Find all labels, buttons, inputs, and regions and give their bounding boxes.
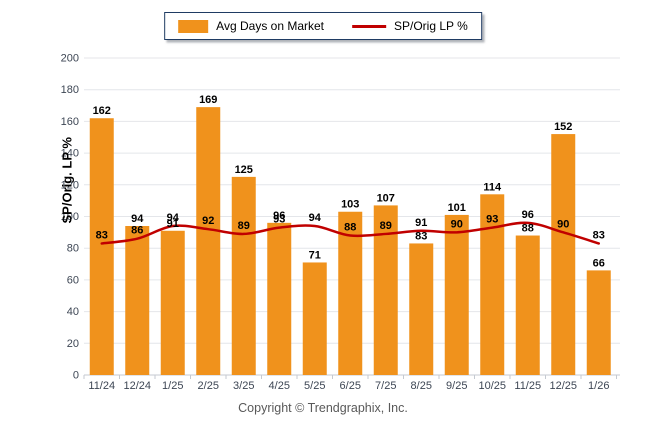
line-value-label: 88 (344, 222, 356, 234)
line-value-label: 94 (167, 212, 180, 224)
line-value-label: 93 (486, 214, 498, 226)
y-tick-label: 140 (61, 148, 79, 160)
bar-value-label: 83 (415, 230, 427, 242)
bar-value-label: 94 (131, 213, 144, 225)
bar-3-25 (231, 176, 256, 375)
bar-value-label: 91 (167, 218, 179, 230)
bar-value-label: 162 (93, 105, 111, 117)
y-tick-label: 120 (61, 179, 79, 191)
x-tick-label: 8/25 (411, 380, 432, 392)
bar-value-label: 101 (448, 202, 466, 214)
bar-2-25 (196, 107, 221, 375)
x-tick-label: 12/24 (123, 380, 151, 392)
bar-12-24 (125, 226, 150, 375)
bar-6-25 (338, 211, 363, 375)
line-value-label: 94 (309, 212, 322, 224)
y-tick-label: 180 (61, 84, 79, 96)
line-value-label: 90 (451, 218, 463, 230)
line-value-label: 86 (131, 225, 143, 237)
x-tick-label: 12/25 (549, 380, 577, 392)
y-axis-title: SP/Orig. LP % (59, 137, 75, 224)
bar-11-25 (515, 235, 540, 375)
chart-legend: Avg Days on Market SP/Orig LP % (164, 12, 482, 40)
line-value-label: 96 (522, 209, 534, 221)
bar-value-label: 66 (593, 257, 605, 269)
x-tick-label: 11/25 (514, 380, 541, 392)
bar-legend-swatch-icon (178, 19, 209, 33)
line-legend-label: SP/Orig LP % (394, 19, 468, 33)
line-value-label: 89 (238, 220, 250, 232)
bar-value-label: 107 (377, 192, 395, 204)
bar-1-26 (586, 270, 611, 375)
line-legend-swatch-icon (352, 24, 387, 28)
bar-9-25 (444, 214, 469, 375)
bar-11-24 (89, 118, 114, 375)
bar-12-25 (551, 134, 576, 375)
y-tick-label: 20 (67, 338, 79, 350)
x-tick-label: 5/25 (304, 380, 325, 392)
bar-10-25 (480, 194, 505, 375)
copyright-text: Copyright © Trendgraphix, Inc. (238, 401, 408, 415)
bar-5-25 (302, 262, 327, 375)
y-tick-label: 60 (67, 274, 79, 286)
x-tick-label: 2/25 (198, 380, 219, 392)
bar-value-label: 152 (554, 121, 572, 133)
bar-1-25 (160, 230, 185, 375)
bar-4-25 (267, 222, 292, 375)
bar-value-label: 125 (235, 164, 253, 176)
x-tick-label: 4/25 (269, 380, 290, 392)
x-tick-label: 7/25 (375, 380, 396, 392)
line-value-label: 89 (380, 220, 392, 232)
x-tick-label: 1/26 (588, 380, 609, 392)
bar-value-label: 88 (522, 223, 534, 235)
y-tick-label: 160 (61, 116, 79, 128)
y-tick-label: 0 (73, 370, 79, 382)
x-tick-label: 6/25 (340, 380, 361, 392)
y-tick-label: 40 (67, 306, 79, 318)
x-tick-label: 9/25 (446, 380, 467, 392)
bar-value-label: 71 (309, 249, 321, 261)
y-tick-label: 80 (67, 243, 79, 255)
bar-value-label: 96 (273, 210, 285, 222)
line-value-label: 83 (96, 229, 108, 241)
y-tick-label: 200 (61, 53, 79, 65)
bar-value-label: 169 (199, 94, 217, 106)
line-value-label: 93 (273, 214, 285, 226)
x-tick-label: 11/24 (88, 380, 115, 392)
line-value-label: 91 (415, 217, 427, 229)
line-value-label: 90 (557, 218, 569, 230)
x-tick-label: 1/25 (162, 380, 183, 392)
line-value-label: 83 (593, 229, 605, 241)
bar-legend-label: Avg Days on Market (216, 19, 325, 33)
bar-8-25 (409, 243, 434, 375)
bar-value-label: 103 (341, 199, 359, 211)
y-tick-label: 100 (61, 211, 79, 223)
line-value-label: 92 (202, 215, 214, 227)
sp-orig-lp-line (100, 221, 600, 245)
bar-value-label: 114 (483, 181, 502, 193)
x-tick-label: 10/25 (478, 380, 506, 392)
x-tick-label: 3/25 (233, 380, 254, 392)
